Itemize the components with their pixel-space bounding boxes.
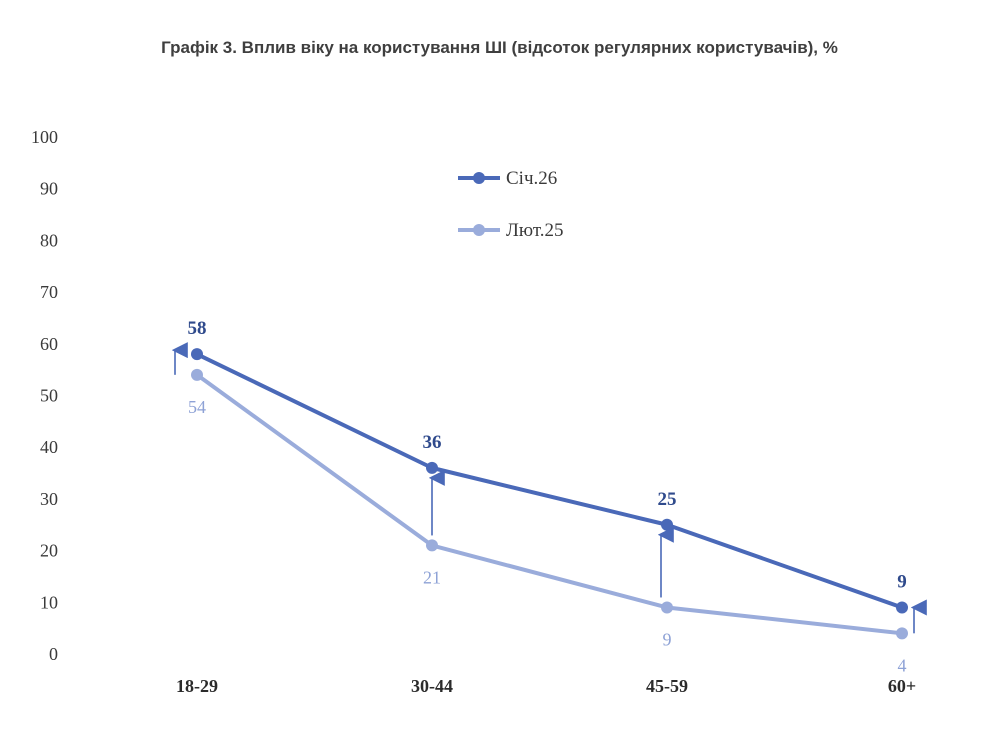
y-tick-label: 40 [40, 437, 58, 457]
legend-label: Січ.26 [506, 168, 557, 189]
data-label: 9 [663, 629, 672, 649]
y-tick-label: 20 [40, 541, 58, 561]
y-tick-label: 30 [40, 489, 58, 509]
legend-marker [473, 224, 485, 236]
y-tick-label: 50 [40, 386, 58, 406]
y-tick-label: 100 [31, 127, 58, 147]
y-tick-label: 10 [40, 592, 58, 612]
legend-marker [473, 172, 485, 184]
x-tick-label: 30-44 [411, 676, 453, 696]
data-label: 21 [423, 567, 441, 587]
chart-title: Графік 3. Вплив віку на користування ШІ … [161, 38, 838, 57]
data-point [191, 348, 203, 361]
data-point [426, 539, 438, 552]
y-tick-label: 90 [40, 179, 58, 199]
data-point [661, 601, 673, 614]
series-line-liut25 [195, 372, 904, 636]
y-tick-label: 80 [40, 230, 58, 250]
data-point [896, 627, 908, 640]
y-tick-label: 60 [40, 334, 58, 354]
y-tick-label: 70 [40, 282, 58, 302]
data-point [661, 518, 673, 531]
data-point [191, 368, 203, 381]
y-tick-label: 0 [49, 644, 58, 664]
data-point [896, 601, 908, 614]
data-label: 4 [898, 655, 907, 675]
data-point [426, 461, 438, 474]
data-label: 54 [188, 397, 206, 417]
series-line-sich26 [195, 352, 904, 610]
data-label: 36 [423, 432, 442, 453]
x-tick-label: 60+ [888, 676, 916, 696]
data-label: 25 [658, 489, 677, 510]
data-label: 58 [188, 318, 207, 339]
x-tick-label: 45-59 [646, 676, 688, 696]
data-label: 9 [897, 571, 907, 592]
x-tick-label: 18-29 [176, 676, 218, 696]
legend-label: Лют.25 [506, 220, 563, 241]
